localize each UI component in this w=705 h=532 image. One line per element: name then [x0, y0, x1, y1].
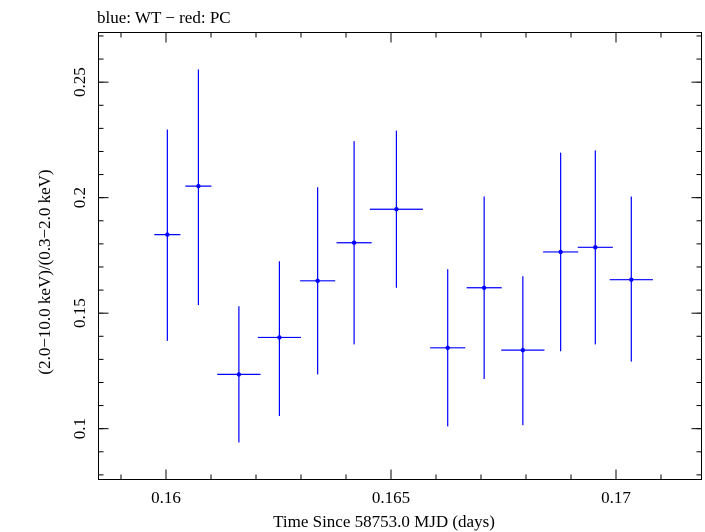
- y-tick-labels: 0.1 0.15 0.2 0.25: [70, 67, 89, 439]
- data-point: [217, 306, 261, 443]
- data-point: [154, 129, 181, 341]
- data-marker: [481, 285, 487, 290]
- data-marker: [165, 232, 170, 237]
- y-tick-label: 0.25: [70, 67, 89, 97]
- x-axis-label: Time Since 58753.0 MJD (days): [273, 512, 495, 531]
- data-point: [577, 150, 613, 345]
- data-point: [300, 187, 336, 375]
- y-axis-label: (2.0−10.0 keV)/(0.3−2.0 keV): [35, 169, 54, 374]
- data-marker: [445, 345, 450, 351]
- data-point: [430, 269, 466, 427]
- x-tick-label: 0.17: [601, 488, 631, 507]
- data-marker: [236, 372, 242, 377]
- data-point: [501, 276, 545, 426]
- y-tick-label: 0.15: [70, 298, 89, 328]
- data-marker: [520, 347, 526, 353]
- data-point: [185, 69, 212, 306]
- y-tick-label: 0.2: [70, 187, 89, 208]
- data-marker: [315, 278, 320, 284]
- data-point: [257, 261, 301, 416]
- data-marker: [196, 183, 201, 189]
- data-point: [543, 152, 579, 352]
- data-point: [336, 141, 372, 345]
- data-point: [466, 196, 502, 380]
- data-marker: [558, 249, 563, 255]
- data-point: [609, 196, 653, 362]
- x-tick-label: 0.165: [372, 488, 410, 507]
- data-marker: [277, 335, 282, 340]
- plot-frame: [98, 32, 702, 480]
- x-tick-labels: 0.16 0.165 0.17: [151, 488, 631, 507]
- x-tick-label: 0.16: [151, 488, 181, 507]
- data-marker: [394, 207, 399, 212]
- chart-title: blue: WT − red: PC: [97, 8, 231, 27]
- data-marker: [351, 240, 357, 245]
- y-tick-label: 0.1: [70, 418, 89, 439]
- data-points: [154, 69, 653, 443]
- data-point: [369, 130, 423, 288]
- axis-ticks: [98, 32, 702, 480]
- data-marker: [593, 245, 598, 250]
- data-marker: [629, 277, 634, 282]
